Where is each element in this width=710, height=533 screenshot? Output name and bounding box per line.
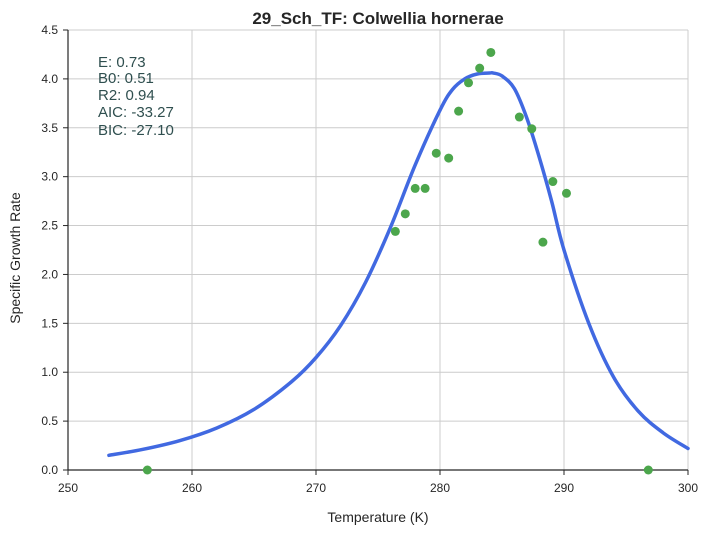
- fit-statistics: E: 0.73 B0: 0.51 R2: 0.94 AIC: -33.27 BI…: [98, 54, 174, 139]
- plot-area: [68, 30, 688, 470]
- data-point: [444, 153, 454, 163]
- x-axis-label: Temperature (K): [327, 509, 428, 525]
- y-tick-label: 3.5: [41, 121, 58, 135]
- data-point: [527, 124, 537, 134]
- y-tick-label: 2.0: [41, 267, 58, 281]
- y-axis-label: Specific Growth Rate: [7, 192, 23, 324]
- data-point: [464, 78, 474, 88]
- y-tick-label: 1.0: [41, 365, 58, 379]
- x-tick-label: 290: [554, 481, 574, 495]
- y-tick-label: 4.0: [41, 72, 58, 86]
- data-point: [410, 183, 420, 193]
- y-tick-label: 0.0: [41, 463, 58, 477]
- axes: [67, 30, 688, 471]
- data-point: [561, 188, 571, 198]
- x-tick-label: 250: [58, 481, 78, 495]
- stat-e: E: 0.73: [98, 54, 146, 71]
- x-tick-label: 300: [678, 481, 698, 495]
- stat-r2: R2: 0.94: [98, 87, 155, 104]
- data-point: [420, 183, 430, 193]
- data-point: [514, 112, 524, 122]
- stat-b0: B0: 0.51: [98, 70, 154, 87]
- data-point: [454, 106, 464, 116]
- data-point: [475, 63, 485, 73]
- fit-curve-layer: [107, 71, 690, 458]
- y-tick-labels: 0.0 0.5 1.0 1.5 2.0 2.5 3.0 3.5 4.0 4.5: [41, 23, 58, 477]
- y-tick-label: 0.5: [41, 414, 58, 428]
- y-tick-label: 2.5: [41, 219, 58, 233]
- stat-aic: AIC: -33.27: [98, 104, 174, 121]
- y-tick-label: 1.5: [41, 316, 58, 330]
- data-point: [390, 226, 400, 236]
- x-tick-label: 260: [182, 481, 202, 495]
- data-points-layer: [142, 47, 653, 475]
- chart-title: 29_Sch_TF: Colwellia hornerae: [252, 9, 503, 28]
- data-point: [486, 47, 496, 57]
- x-tick-labels: 250 260 270 280 290 300: [58, 481, 698, 495]
- x-tick-label: 270: [306, 481, 326, 495]
- x-tick-label: 280: [430, 481, 450, 495]
- fit-curve: [107, 71, 690, 458]
- data-point: [643, 465, 653, 475]
- data-point: [400, 209, 410, 219]
- data-point: [431, 148, 441, 158]
- stat-bic: BIC: -27.10: [98, 122, 174, 139]
- data-point: [538, 237, 548, 247]
- y-tick-label: 4.5: [41, 23, 58, 37]
- data-point: [142, 465, 152, 475]
- data-point: [548, 177, 558, 187]
- y-tick-label: 3.0: [41, 170, 58, 184]
